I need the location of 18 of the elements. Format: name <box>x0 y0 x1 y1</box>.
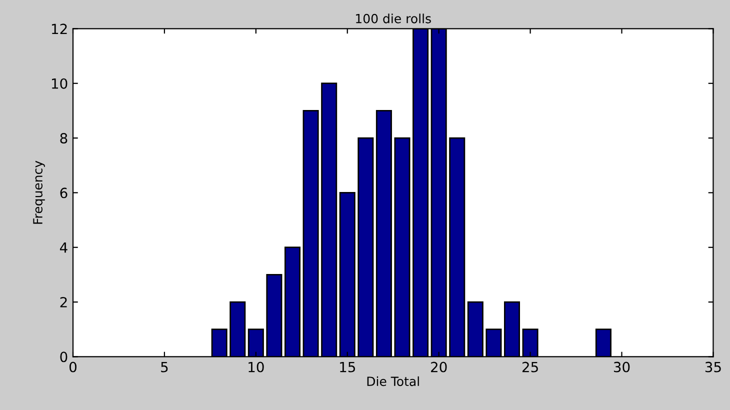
x-tick-label: 25 <box>522 362 538 372</box>
x-tick-label: 5 <box>161 362 168 372</box>
y-tick-label: 4 <box>60 242 68 253</box>
y-tick-label: 8 <box>60 133 68 144</box>
x-tick-label: 20 <box>431 362 447 372</box>
y-tick-label: 2 <box>60 297 67 308</box>
x-tick-label: 30 <box>614 362 630 372</box>
y-axis-title: Frequency <box>33 160 45 224</box>
x-axis-title: Die Total <box>367 376 419 386</box>
y-tick-label: 12 <box>52 24 67 34</box>
x-tick-label: 0 <box>69 362 76 372</box>
x-tick-label: 35 <box>705 362 721 372</box>
y-tick-label: 6 <box>60 188 68 198</box>
x-tick-label: 10 <box>248 362 264 372</box>
x-tick-label: 15 <box>340 362 355 372</box>
y-tick-label: 10 <box>52 78 68 89</box>
chart-title: 100 die rolls <box>356 14 431 24</box>
y-tick-label: 0 <box>60 352 68 362</box>
